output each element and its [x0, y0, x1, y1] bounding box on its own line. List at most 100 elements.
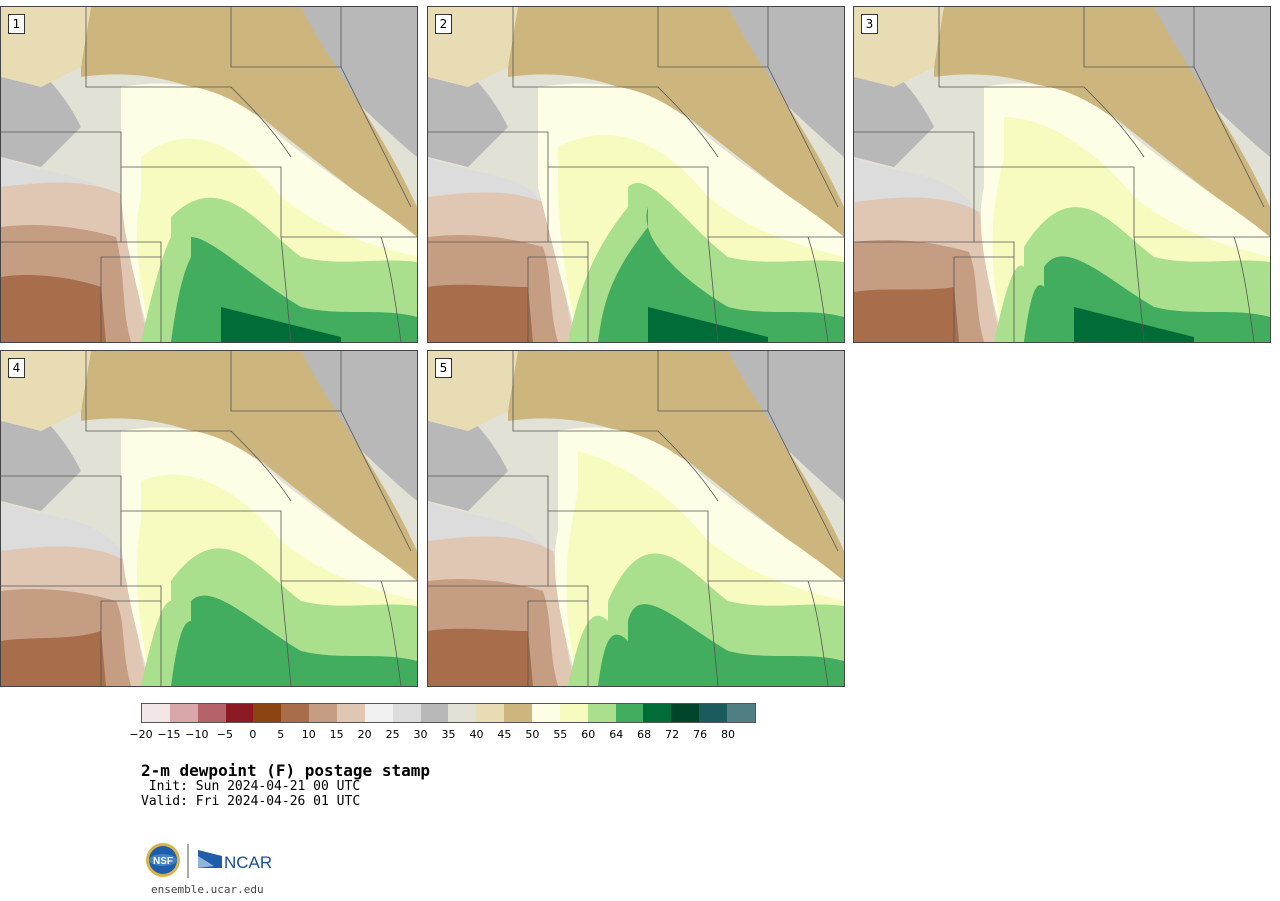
state-boundary	[428, 475, 844, 586]
dewpoint-map	[1, 351, 417, 686]
colorbar-swatch	[392, 704, 421, 722]
colorbar-swatch	[671, 704, 700, 722]
colorbar-tick-label: 25	[385, 728, 400, 741]
colorbar-tick-label: 72	[665, 728, 680, 741]
colorbar-tick-label: 68	[637, 728, 652, 741]
dewpoint-contour-region	[934, 7, 1270, 237]
dewpoint-contour-region	[648, 307, 768, 342]
colorbar-swatch	[448, 704, 477, 722]
member-panel-2: 2	[427, 6, 845, 343]
state-boundary	[1, 475, 417, 586]
ncar-logo: NCAR	[198, 850, 272, 872]
colorbar-tick-label: 40	[469, 728, 484, 741]
nsf-logo-text: NSF	[153, 856, 173, 867]
colorbar-tick-label: 30	[413, 728, 428, 741]
colorbar-swatch	[142, 704, 170, 722]
state-boundary	[428, 236, 719, 342]
colorbar-swatch	[337, 704, 365, 722]
state-boundary	[1, 580, 292, 686]
valid-time: Valid: Fri 2024-04-26 01 UTC	[141, 794, 361, 809]
state-boundary	[85, 351, 412, 552]
dewpoint-contour-region	[728, 7, 844, 157]
dewpoint-contour-region	[598, 604, 844, 686]
colorbar-swatch	[169, 704, 198, 722]
colorbar-swatch	[587, 704, 616, 722]
dewpoint-contour-region	[508, 351, 844, 581]
colorbar-swatch	[281, 704, 310, 722]
colorbar-swatch	[197, 704, 226, 722]
member-panel-1: 1	[0, 6, 418, 343]
panel-number: 5	[435, 358, 452, 378]
panel-number: 2	[435, 14, 452, 34]
state-boundary	[340, 351, 402, 686]
state-boundary	[854, 131, 1270, 242]
dewpoint-contour-region	[728, 351, 844, 501]
state-boundary	[767, 351, 829, 686]
colorbar-tick-label: 15	[329, 728, 344, 741]
dewpoint-contour-region	[81, 351, 417, 581]
colorbar	[141, 703, 756, 723]
colorbar-tick-label: 20	[357, 728, 372, 741]
colorbar-swatch	[225, 704, 254, 722]
state-boundary	[938, 7, 1265, 208]
colorbar-tick-label: −5	[216, 728, 233, 741]
website-url: ensemble.ucar.edu	[151, 883, 264, 896]
dewpoint-map	[1, 7, 417, 342]
colorbar-tick-label: 50	[525, 728, 540, 741]
dewpoint-contour-region	[221, 307, 341, 342]
member-panel-4: 4	[0, 350, 418, 687]
state-boundary	[1, 236, 292, 342]
dewpoint-contour-region	[854, 287, 959, 342]
state-boundary	[428, 580, 719, 686]
dewpoint-contour-region	[301, 351, 417, 501]
state-boundary	[428, 131, 844, 242]
colorbar-tick-label: 0	[249, 728, 257, 741]
state-boundary	[512, 351, 839, 552]
ncar-logo-text: NCAR	[224, 853, 272, 872]
colorbar-tick-label: −10	[185, 728, 209, 741]
colorbar-swatch	[615, 704, 644, 722]
colorbar-tick-label: −20	[129, 728, 153, 741]
dewpoint-contour-region	[1154, 7, 1270, 157]
colorbar-tick-label: 45	[497, 728, 512, 741]
logos: NSF NCAR	[144, 842, 274, 882]
colorbar-tick-label: 80	[721, 728, 736, 741]
member-panel-5: 5	[427, 350, 845, 687]
state-boundary	[85, 7, 412, 208]
colorbar-swatch	[643, 704, 672, 722]
state-boundary	[512, 7, 839, 208]
colorbar-tick-label: 76	[693, 728, 708, 741]
dewpoint-map	[428, 7, 844, 342]
dewpoint-contour-region	[1, 631, 106, 686]
dewpoint-contour-region	[81, 7, 417, 237]
dewpoint-contour-region	[301, 7, 417, 157]
colorbar-swatch	[504, 704, 533, 722]
state-boundary	[854, 236, 1145, 342]
colorbar-swatch	[559, 704, 588, 722]
member-panel-3: 3	[853, 6, 1271, 343]
colorbar-tick-label: 60	[581, 728, 596, 741]
panel-number: 3	[861, 14, 878, 34]
panel-number: 1	[8, 14, 25, 34]
state-boundary	[1193, 7, 1255, 342]
colorbar-tick-label: 35	[441, 728, 456, 741]
dewpoint-contour-region	[428, 628, 533, 686]
state-boundary	[1, 131, 417, 242]
colorbar-tick-label: 55	[553, 728, 568, 741]
colorbar-swatch	[476, 704, 505, 722]
dewpoint-contour-region	[508, 7, 844, 237]
dewpoint-contour-region	[1074, 307, 1194, 342]
dewpoint-contour-region	[171, 595, 417, 686]
nsf-logo: NSF	[146, 843, 180, 877]
colorbar-swatch	[699, 704, 728, 722]
colorbar-swatch	[364, 704, 393, 722]
colorbar-swatch	[727, 704, 755, 722]
dewpoint-contour-region	[1, 275, 106, 342]
colorbar-swatch	[253, 704, 282, 722]
figure-title: 2-m dewpoint (F) postage stamp	[141, 761, 430, 780]
state-boundary	[767, 7, 829, 342]
dewpoint-map	[854, 7, 1270, 342]
colorbar-tick-label: 64	[609, 728, 624, 741]
colorbar-tick-label: −15	[157, 728, 181, 741]
colorbar-tick-label: 5	[277, 728, 285, 741]
